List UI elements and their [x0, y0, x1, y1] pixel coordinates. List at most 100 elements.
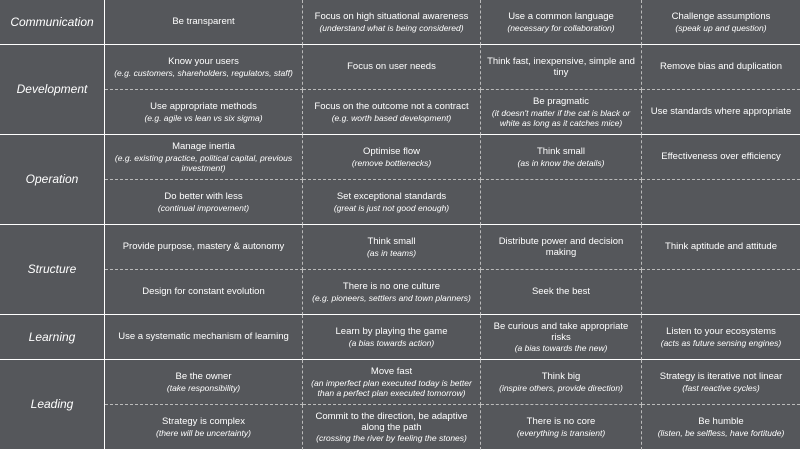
cell-title: There is no one culture [342, 281, 441, 293]
cell-note: (it doesn't matter if the cat is black o… [491, 107, 631, 128]
group-label: Operation [25, 172, 79, 187]
group-label: Development [16, 82, 88, 97]
cell-note: (great is just not good enough) [333, 202, 450, 213]
cell-note: (e.g. existing practice, political capit… [114, 152, 293, 173]
cell-note: (e.g. agile vs lean vs six sigma) [144, 112, 263, 123]
table-cell: Manage inertia (e.g. existing practice, p… [105, 135, 303, 180]
group-label-cell: Leading [0, 360, 105, 450]
cell-title: Remove bias and duplication [660, 61, 782, 73]
group-label: Communication [10, 14, 94, 29]
table-cell: Listen to your ecosystems (acts as future… [642, 315, 800, 360]
cell-title: Distribute power and decision making [498, 235, 624, 258]
table-cell: Be humble (listen, be selfless, have fort… [642, 405, 800, 450]
cell-title: Think small [367, 236, 416, 248]
cell-title: Be transparent [172, 16, 235, 28]
cell-title: Move fast [370, 366, 413, 378]
cell-title: Think big [541, 371, 581, 383]
cell-title: Think small [536, 146, 586, 158]
group-label-cell: Communication [0, 0, 105, 45]
table-cell: Focus on user needs [303, 45, 481, 90]
table-cell: Use a systematic mechanism of learning [105, 315, 303, 360]
table-cell [481, 180, 642, 225]
cell-title: Use standards where appropriate [650, 106, 792, 118]
table-cell: Be transparent [105, 0, 303, 45]
table-cell: Focus on the outcome not a contract (e.g.… [303, 90, 481, 135]
table-cell: There is no one culture (e.g. pioneers, s… [303, 270, 481, 315]
table-cell: Strategy is iterative not linear (fast re… [642, 360, 800, 405]
cell-title: Challenge assumptions [671, 11, 771, 23]
cell-note: (fast reactive cycles) [682, 382, 760, 393]
table-cell: Think fast, inexpensive, simple and tiny [481, 45, 642, 90]
cell-note: (a bias towards the new) [514, 343, 608, 354]
cell-title: Provide purpose, mastery & autonomy [122, 241, 285, 253]
cell-title: Think aptitude and attitude [665, 241, 777, 253]
cell-title: Focus on user needs [347, 61, 436, 73]
table-cell: Optimise flow (remove bottlenecks) [303, 135, 481, 180]
cell-title: Effectiveness over efficiency [661, 151, 781, 163]
cell-note: (crossing the river by feeling the stone… [316, 433, 467, 444]
cell-title: Set exceptional standards [336, 191, 447, 203]
table-cell: Use appropriate methods (e.g. agile vs le… [105, 90, 303, 135]
cell-note: (speak up and question) [675, 22, 767, 33]
cell-note: (as in teams) [366, 247, 417, 258]
table-cell: Focus on high situational awareness (unde… [303, 0, 481, 45]
cell-title: Focus on high situational awareness [314, 11, 469, 23]
table-cell: Do better with less (continual improvemen… [105, 180, 303, 225]
cell-title: Be pragmatic [533, 96, 589, 108]
table-cell: Think big (inspire others, provide direct… [481, 360, 642, 405]
table-cell: Set exceptional standards (great is just … [303, 180, 481, 225]
cell-note: (acts as future sensing engines) [660, 337, 782, 348]
table-cell: Be curious and take appropriate risks (a … [481, 315, 642, 360]
cell-title: Use appropriate methods [150, 101, 257, 113]
cell-title: Commit to the direction, be adaptive alo… [315, 410, 468, 433]
table-cell: Use standards where appropriate [642, 90, 800, 135]
cell-note: (listen, be selfless, have fortitude) [657, 427, 785, 438]
cell-title: Listen to your ecosystems [666, 326, 776, 338]
table-cell: Strategy is complex (there will be uncert… [105, 405, 303, 450]
cell-title: Be humble [698, 416, 744, 428]
table-cell: Move fast (an imperfect plan executed tod… [303, 360, 481, 405]
table-cell: Provide purpose, mastery & autonomy [105, 225, 303, 270]
table-cell [642, 180, 800, 225]
group-label: Learning [28, 329, 76, 344]
cell-title: Think fast, inexpensive, simple and tiny [487, 55, 635, 78]
cell-title: Learn by playing the game [335, 326, 448, 338]
table-cell: Effectiveness over efficiency [642, 135, 800, 180]
table-cell: Remove bias and duplication [642, 45, 800, 90]
cell-title: Use a common language [508, 11, 614, 23]
group-label-cell: Development [0, 45, 105, 135]
cell-note: (understand what is being considered) [319, 22, 464, 33]
cell-note: (there will be uncertainty) [156, 427, 251, 438]
cell-note: (continual improvement) [157, 202, 250, 213]
cell-title: Know your users [168, 56, 239, 68]
cell-note: (inspire others, provide direction) [499, 382, 623, 393]
cell-note: (remove bottlenecks) [351, 157, 432, 168]
cell-title: Design for constant evolution [142, 286, 265, 298]
group-label-cell: Learning [0, 315, 105, 360]
cell-title: Focus on the outcome not a contract [314, 101, 469, 113]
cell-title: Be the owner [175, 371, 232, 383]
table-cell: Think aptitude and attitude [642, 225, 800, 270]
cell-note: (a bias towards action) [348, 337, 435, 348]
cell-title: Optimise flow [362, 146, 420, 158]
table-cell: Distribute power and decision making [481, 225, 642, 270]
table-cell: Be the owner (take responsibility) [105, 360, 303, 405]
cell-title: Manage inertia [172, 141, 235, 153]
table-cell: Use a common language (necessary for coll… [481, 0, 642, 45]
cell-title: Be curious and take appropriate risks [493, 320, 629, 343]
cell-title: Strategy is iterative not linear [659, 371, 783, 383]
table-cell [642, 270, 800, 315]
table-cell: Learn by playing the game (a bias towards… [303, 315, 481, 360]
table-cell: Commit to the direction, be adaptive alo… [303, 405, 481, 450]
table-cell: Seek the best [481, 270, 642, 315]
cell-note: (everything is transient) [516, 427, 606, 438]
cell-note: (necessary for collaboration) [507, 22, 615, 33]
cell-note: (e.g. customers, shareholders, regulator… [114, 67, 293, 78]
table-cell: Challenge assumptions (speak up and quest… [642, 0, 800, 45]
group-label-cell: Structure [0, 225, 105, 315]
cell-note: (e.g. pioneers, settlers and town planne… [312, 292, 471, 303]
table-cell: Think small (as in teams) [303, 225, 481, 270]
table-cell: Design for constant evolution [105, 270, 303, 315]
group-label: Leading [30, 397, 74, 412]
